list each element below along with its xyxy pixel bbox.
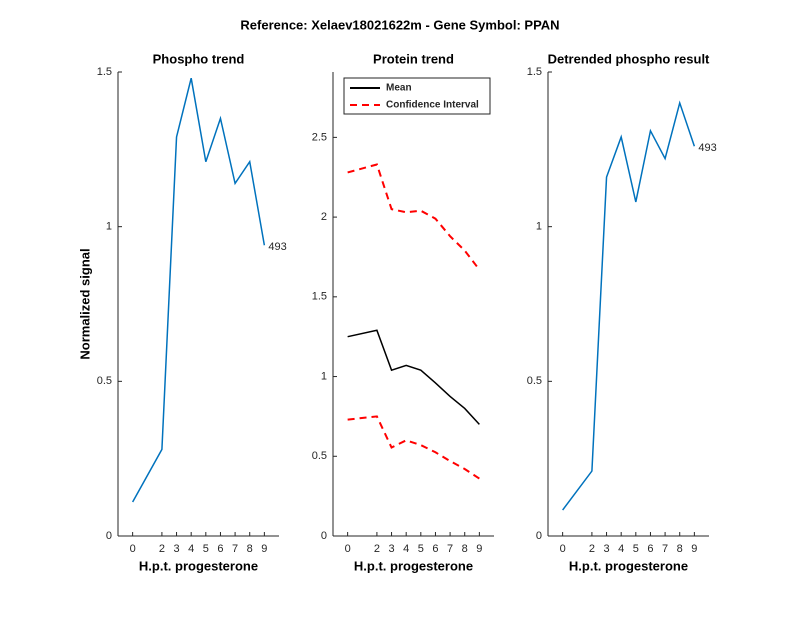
x-tick-label: 2 — [374, 543, 380, 555]
y-tick-label: 0 — [321, 530, 327, 542]
x-tick-label: 4 — [618, 543, 624, 555]
figure-title: Reference: Xelaev18021622m - Gene Symbol… — [240, 17, 559, 32]
y-tick-label: 1 — [321, 370, 327, 382]
x-tick-label: 0 — [560, 543, 566, 555]
x-tick-label: 4 — [403, 543, 409, 555]
y-tick-label: 2.5 — [312, 131, 327, 143]
y-tick-label: 1 — [106, 221, 112, 233]
x-tick-label: 7 — [447, 543, 453, 555]
x-tick-label: 6 — [432, 543, 438, 555]
legend-label: Mean — [386, 83, 412, 94]
data-line — [347, 329, 480, 425]
x-tick-label: 3 — [173, 543, 179, 555]
y-tick-label: 0.5 — [97, 375, 112, 387]
x-tick-label: 3 — [388, 543, 394, 555]
y-tick-label: 0 — [106, 530, 112, 542]
data-line — [562, 100, 696, 511]
chart-title: Phospho trend — [153, 51, 245, 66]
x-axis-label: H.p.t. progesterone — [354, 558, 473, 573]
legend-label: Confidence Interval — [386, 100, 479, 111]
x-tick-label: 6 — [217, 543, 223, 555]
y-tick-label: 1.5 — [97, 66, 112, 78]
x-tick-label: 7 — [662, 543, 668, 555]
x-tick-label: 2 — [589, 543, 595, 555]
y-tick-label: 1.5 — [527, 66, 542, 78]
y-tick-label: 1 — [536, 221, 542, 233]
y-tick-label: 0.5 — [312, 450, 327, 462]
x-tick-label: 2 — [159, 543, 165, 555]
x-tick-label: 7 — [232, 543, 238, 555]
x-tick-label: 6 — [647, 543, 653, 555]
x-tick-label: 3 — [603, 543, 609, 555]
data-line — [347, 163, 481, 271]
x-tick-label: 9 — [476, 543, 482, 555]
y-tick-label: 2 — [321, 211, 327, 223]
y-tick-label: 0.5 — [527, 375, 542, 387]
x-tick-label: 8 — [462, 543, 468, 555]
x-axis-label: H.p.t. progesterone — [139, 558, 258, 573]
x-tick-label: 8 — [247, 543, 253, 555]
x-tick-label: 5 — [633, 543, 639, 555]
x-tick-label: 5 — [203, 543, 209, 555]
x-tick-label: 0 — [345, 543, 351, 555]
y-tick-label: 0 — [536, 530, 542, 542]
data-line — [131, 78, 266, 503]
chart-title: Detrended phospho result — [548, 51, 710, 66]
x-tick-label: 0 — [130, 543, 136, 555]
y-tick-label: 1.5 — [312, 291, 327, 303]
x-tick-label: 5 — [418, 543, 424, 555]
x-tick-label: 9 — [691, 543, 697, 555]
x-tick-label: 9 — [261, 543, 267, 555]
y-axis-label: Normalized signal — [77, 248, 92, 359]
chart-title: Protein trend — [373, 51, 454, 66]
x-tick-label: 8 — [677, 543, 683, 555]
legend-box — [343, 77, 491, 115]
annotation: 493 — [698, 142, 716, 154]
annotation: 493 — [268, 241, 286, 253]
x-tick-label: 4 — [188, 543, 194, 555]
data-line — [347, 415, 480, 480]
x-axis-label: H.p.t. progesterone — [569, 558, 688, 573]
